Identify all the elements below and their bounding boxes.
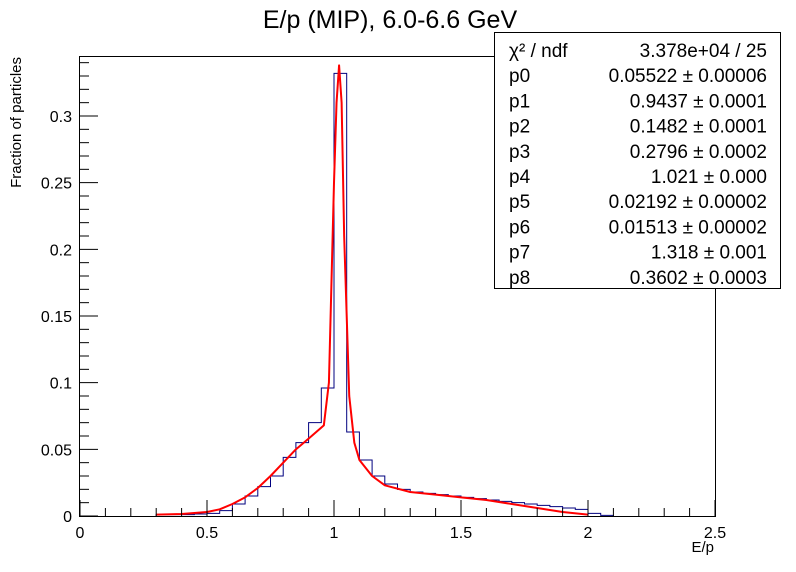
x-tick-label: 0	[76, 525, 85, 542]
x-axis: 0 0.5 1 1.5 2 2.5	[76, 500, 726, 542]
x-tick-label: 2.5	[704, 525, 726, 542]
histogram-bin	[474, 499, 487, 516]
stats-param-name: p1	[509, 91, 530, 112]
y-axis-label: Fraction of particles	[8, 57, 25, 188]
histogram-bin	[182, 515, 195, 516]
stats-param-value: 1.318 ± 0.001	[651, 243, 767, 264]
histogram-bin	[296, 443, 309, 516]
histogram-bin	[448, 496, 461, 516]
stats-param-name: p3	[509, 142, 530, 163]
histogram	[155, 72, 614, 516]
stats-param-name: p0	[509, 66, 530, 87]
histogram-bin	[461, 497, 474, 516]
stats-param-name: p5	[509, 192, 530, 213]
stats-param-value: 0.05522 ± 0.00006	[609, 66, 767, 87]
histogram-bin	[588, 513, 601, 516]
stats-box: χ² / ndf 3.378e+04 / 25 p0 0.05522 ± 0.0000…	[494, 32, 781, 289]
y-tick-label: 0.25	[41, 176, 72, 193]
x-tick-label: 2	[584, 525, 593, 542]
stats-param-name: p7	[509, 243, 530, 264]
y-tick-label: 0.1	[50, 376, 72, 393]
y-axis: 0 0.05 0.1 0.15 0.2 0.25 0.3	[41, 62, 98, 526]
fit-curve	[156, 64, 589, 516]
histogram-bin	[347, 432, 360, 516]
histogram-bin	[271, 476, 284, 516]
histogram-bin	[194, 514, 207, 516]
stats-param-value: 0.2796 ± 0.0002	[630, 142, 767, 163]
y-tick-label: 0.15	[41, 309, 72, 326]
stats-param-value: 0.01513 ± 0.00002	[609, 217, 767, 238]
histogram-bin	[245, 496, 258, 516]
stats-param-name: χ² / ndf	[509, 41, 568, 62]
stats-param-value: 0.1482 ± 0.0001	[630, 117, 767, 138]
stats-param-name: p2	[509, 117, 530, 138]
fit-line	[156, 64, 589, 516]
histogram-bin	[423, 493, 436, 516]
histogram-bin	[220, 511, 233, 516]
x-tick-label: 0.5	[196, 525, 218, 542]
histogram-bin	[283, 457, 296, 516]
stats-box-frame	[494, 32, 781, 289]
histogram-bin	[436, 495, 449, 516]
stats-param-value: 3.378e+04 / 25	[640, 41, 767, 62]
stats-param-value: 1.021 ± 0.000	[651, 167, 767, 188]
y-tick-label: 0.3	[50, 109, 72, 126]
stats-param-value: 0.3602 ± 0.0003	[630, 268, 767, 289]
stats-param-name: p8	[509, 268, 530, 289]
x-tick-label: 1	[330, 525, 339, 542]
x-axis-label: E/p	[691, 539, 714, 556]
y-tick-label: 0	[63, 509, 72, 526]
histogram-bin	[398, 489, 411, 516]
histogram-bin	[410, 492, 423, 516]
histogram-bin	[232, 504, 245, 516]
stats-param-name: p4	[509, 167, 531, 188]
histogram-bin	[207, 513, 220, 516]
stats-param-value: 0.9437 ± 0.0001	[630, 91, 767, 112]
histogram-bin	[321, 388, 334, 516]
x-tick-label: 1.5	[450, 525, 472, 542]
histogram-bin	[372, 476, 385, 516]
stats-param-name: p6	[509, 217, 530, 238]
y-tick-label: 0.05	[41, 442, 72, 459]
y-tick-label: 0.2	[50, 242, 72, 259]
histogram-bin	[601, 515, 614, 516]
chart-title: E/p (MIP), 6.0-6.6 GeV	[263, 6, 518, 34]
histogram-outline	[155, 72, 614, 516]
stats-param-value: 0.02192 ± 0.00002	[609, 192, 767, 213]
histogram-bin	[258, 487, 271, 516]
